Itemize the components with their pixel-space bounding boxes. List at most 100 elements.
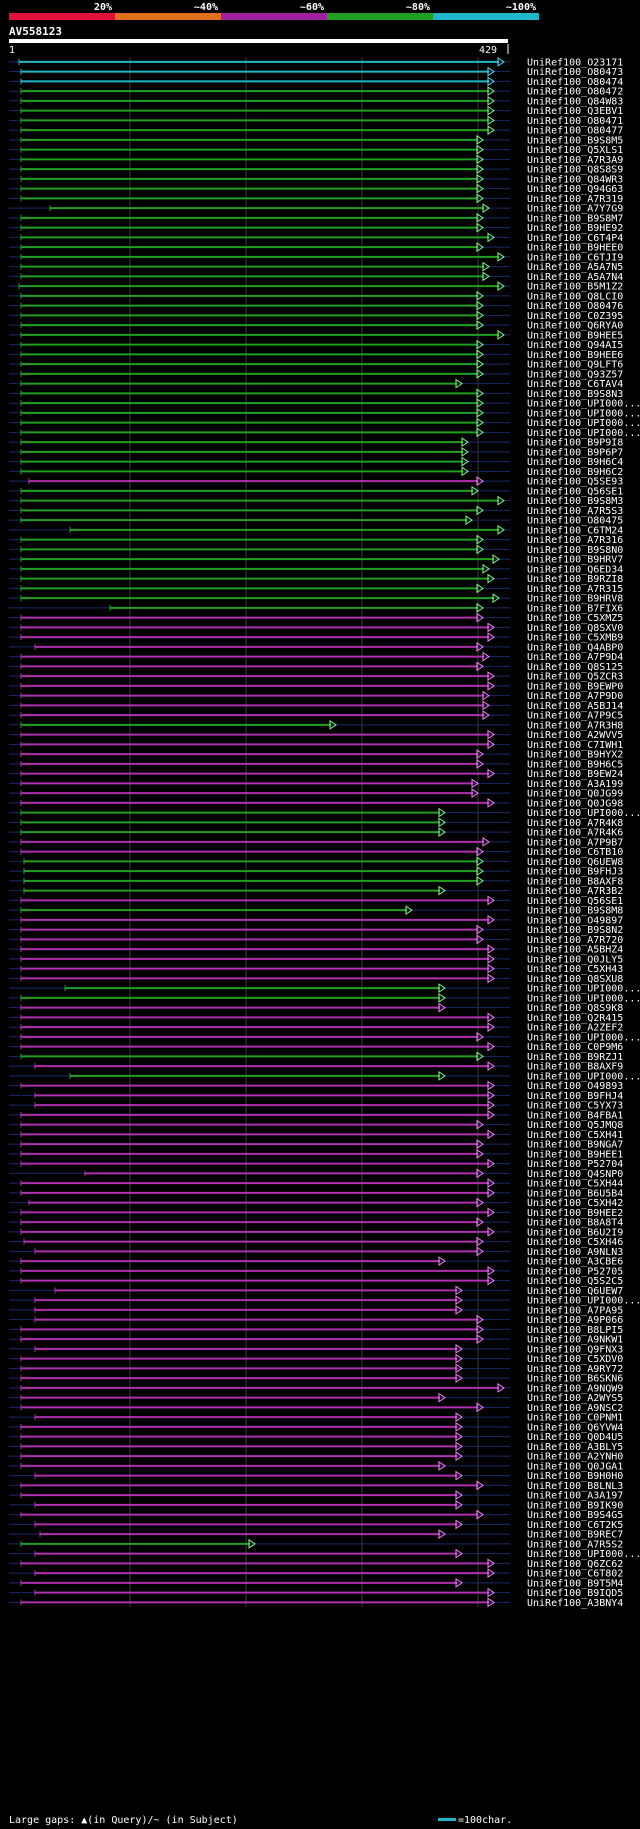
- hit-label[interactable]: UniRef100_B8LPI5: [527, 1325, 623, 1336]
- hit-row[interactable]: UniRef100_B9HEE0: [9, 242, 623, 254]
- hit-label[interactable]: UniRef100_O80473: [527, 67, 623, 78]
- hit-label[interactable]: UniRef100_A9RY72: [527, 1364, 623, 1375]
- hit-row[interactable]: UniRef100_UPI000...: [9, 398, 640, 410]
- hit-row[interactable]: UniRef100_O49893: [9, 1080, 623, 1092]
- hit-row[interactable]: UniRef100_A9NQW9: [9, 1382, 623, 1394]
- hit-row[interactable]: UniRef100_C5XH43: [9, 963, 623, 975]
- hit-row[interactable]: UniRef100_B9S8M8: [9, 905, 623, 917]
- hit-row[interactable]: UniRef100_Q94AI5: [9, 339, 623, 351]
- hit-row[interactable]: UniRef100_C0P9M6: [9, 1041, 623, 1053]
- hit-label[interactable]: UniRef100_O80476: [527, 301, 623, 312]
- hit-label[interactable]: UniRef100_C5XH46: [527, 1237, 623, 1248]
- hit-row[interactable]: UniRef100_A7R315: [9, 583, 623, 595]
- hit-label[interactable]: UniRef100_Q8S125: [527, 662, 623, 673]
- hit-label[interactable]: UniRef100_A7P9B7: [527, 837, 623, 848]
- hit-row[interactable]: UniRef100_A2YNH0: [9, 1451, 623, 1463]
- hit-label[interactable]: UniRef100_B9P6P7: [527, 447, 623, 458]
- hit-row[interactable]: UniRef100_Q6RYA0: [9, 320, 623, 332]
- hit-row[interactable]: UniRef100_A7R5S2: [9, 1538, 623, 1550]
- hit-label[interactable]: UniRef100_A2WYS5: [527, 1393, 623, 1404]
- hit-row[interactable]: UniRef100_B9REC7: [9, 1529, 623, 1541]
- hit-label[interactable]: UniRef100_Q56SE1: [527, 486, 623, 497]
- hit-label[interactable]: UniRef100_A7R3A9: [527, 155, 623, 166]
- hit-label[interactable]: UniRef100_A9NQW9: [527, 1383, 623, 1394]
- hit-row[interactable]: UniRef100_O80471: [9, 115, 623, 127]
- hit-row[interactable]: UniRef100_C0PNM1: [9, 1412, 623, 1424]
- hit-label[interactable]: UniRef100_A7R4K8: [527, 818, 623, 829]
- hit-label[interactable]: UniRef100_B6SKN6: [527, 1374, 623, 1385]
- hit-label[interactable]: UniRef100_Q94G63: [527, 184, 623, 195]
- hit-row[interactable]: UniRef100_C5XH46: [9, 1236, 623, 1248]
- hit-label[interactable]: UniRef100_Q6ZC62: [527, 1559, 623, 1570]
- hit-row[interactable]: UniRef100_UPI000...: [9, 1548, 640, 1560]
- hit-row[interactable]: UniRef100_C6TM24: [9, 524, 623, 536]
- hit-label[interactable]: UniRef100_A9NLN3: [527, 1247, 623, 1258]
- hit-label[interactable]: UniRef100_Q93Z57: [527, 369, 623, 380]
- hit-row[interactable]: UniRef100_UPI000...: [9, 427, 640, 439]
- hit-row[interactable]: UniRef100_P52704: [9, 1158, 623, 1170]
- hit-label[interactable]: UniRef100_B9IQD5: [527, 1588, 623, 1599]
- hit-label[interactable]: UniRef100_UPI000...: [527, 428, 640, 439]
- hit-row[interactable]: UniRef100_C5XMZ5: [9, 612, 623, 624]
- hit-row[interactable]: UniRef100_B9H6C5: [9, 758, 623, 770]
- hit-label[interactable]: UniRef100_C5XH42: [527, 1198, 623, 1209]
- hit-row[interactable]: UniRef100_A9NLN3: [9, 1246, 623, 1258]
- hit-row[interactable]: UniRef100_C6TJI9: [9, 251, 623, 263]
- hit-row[interactable]: UniRef100_A7P9D0: [9, 690, 623, 702]
- hit-label[interactable]: UniRef100_B9H6C2: [527, 467, 623, 478]
- hit-row[interactable]: UniRef100_B9T5M4: [9, 1577, 623, 1589]
- hit-label[interactable]: UniRef100_B9HEE0: [527, 243, 623, 254]
- hit-row[interactable]: UniRef100_Q6UEW8: [9, 856, 623, 868]
- hit-label[interactable]: UniRef100_C6T802: [527, 1569, 623, 1580]
- hit-label[interactable]: UniRef100_B9H6C5: [527, 759, 623, 770]
- hit-label[interactable]: UniRef100_B9HEE2: [527, 1208, 623, 1219]
- hit-row[interactable]: UniRef100_A7PA95: [9, 1304, 623, 1316]
- hit-row[interactable]: UniRef100_A9NSC2: [9, 1402, 623, 1414]
- hit-row[interactable]: UniRef100_B7FIX6: [9, 602, 623, 614]
- hit-label[interactable]: UniRef100_A7R5S2: [527, 1539, 623, 1550]
- hit-label[interactable]: UniRef100_A3A199: [527, 779, 623, 790]
- hit-label[interactable]: UniRef100_Q6YVW4: [527, 1422, 623, 1433]
- hit-label[interactable]: UniRef100_C6TM24: [527, 525, 623, 536]
- hit-row[interactable]: UniRef100_Q0JLY5: [9, 953, 623, 965]
- hit-row[interactable]: UniRef100_Q5XLS1: [9, 144, 623, 156]
- hit-row[interactable]: UniRef100_A7P9C5: [9, 710, 623, 722]
- hit-label[interactable]: UniRef100_B9HEE5: [527, 330, 623, 341]
- hit-row[interactable]: UniRef100_C5XH41: [9, 1129, 623, 1141]
- hit-row[interactable]: UniRef100_Q8SXV0: [9, 622, 623, 634]
- hit-label[interactable]: UniRef100_B9S8M7: [527, 213, 623, 224]
- hit-row[interactable]: UniRef100_B9S4G5: [9, 1509, 623, 1521]
- hit-label[interactable]: UniRef100_B9REC7: [527, 1530, 623, 1541]
- hit-row[interactable]: UniRef100_B9EW24: [9, 768, 623, 780]
- hit-row[interactable]: UniRef100_B9S8M3: [9, 495, 623, 507]
- hit-row[interactable]: UniRef100_O80472: [9, 86, 623, 98]
- hit-label[interactable]: UniRef100_UPI000...: [527, 418, 640, 429]
- hit-row[interactable]: UniRef100_A3BLY5: [9, 1441, 623, 1453]
- hit-label[interactable]: UniRef100_A7R315: [527, 584, 623, 595]
- hit-row[interactable]: UniRef100_B8AXF8: [9, 875, 623, 887]
- hit-label[interactable]: UniRef100_A7P9D0: [527, 691, 623, 702]
- hit-label[interactable]: UniRef100_B4FBA1: [527, 1110, 623, 1121]
- hit-row[interactable]: UniRef100_Q56SE1: [9, 895, 623, 907]
- hit-row[interactable]: UniRef100_Q4SNP0: [9, 1168, 623, 1180]
- hit-label[interactable]: UniRef100_Q6UEW8: [527, 857, 623, 868]
- hit-label[interactable]: UniRef100_O80472: [527, 87, 623, 98]
- hit-row[interactable]: UniRef100_C6T4P4: [9, 232, 623, 244]
- hit-row[interactable]: UniRef100_B9S8N3: [9, 388, 623, 400]
- hit-label[interactable]: UniRef100_C5XMB9: [527, 633, 623, 644]
- hit-label[interactable]: UniRef100_A2YNH0: [527, 1452, 623, 1463]
- hit-label[interactable]: UniRef100_B9S4G5: [527, 1510, 623, 1521]
- hit-label[interactable]: UniRef100_A2ZEF2: [527, 1023, 623, 1034]
- hit-label[interactable]: UniRef100_O80475: [527, 516, 623, 527]
- hit-row[interactable]: UniRef100_A2WYS5: [9, 1392, 623, 1404]
- hit-label[interactable]: UniRef100_UPI000...: [527, 808, 640, 819]
- hit-row[interactable]: UniRef100_UPI000...: [9, 992, 640, 1004]
- hit-row[interactable]: UniRef100_A9RY72: [9, 1363, 623, 1375]
- hit-row[interactable]: UniRef100_Q8SXU8: [9, 973, 623, 985]
- hit-label[interactable]: UniRef100_B9FHJ3: [527, 867, 623, 878]
- hit-label[interactable]: UniRef100_UPI000...: [527, 984, 640, 995]
- hit-row[interactable]: UniRef100_B9HYX2: [9, 749, 623, 761]
- hit-row[interactable]: UniRef100_A7R316: [9, 534, 623, 546]
- hit-row[interactable]: UniRef100_A3A197: [9, 1490, 623, 1502]
- hit-row[interactable]: UniRef100_UPI000...: [9, 1031, 640, 1043]
